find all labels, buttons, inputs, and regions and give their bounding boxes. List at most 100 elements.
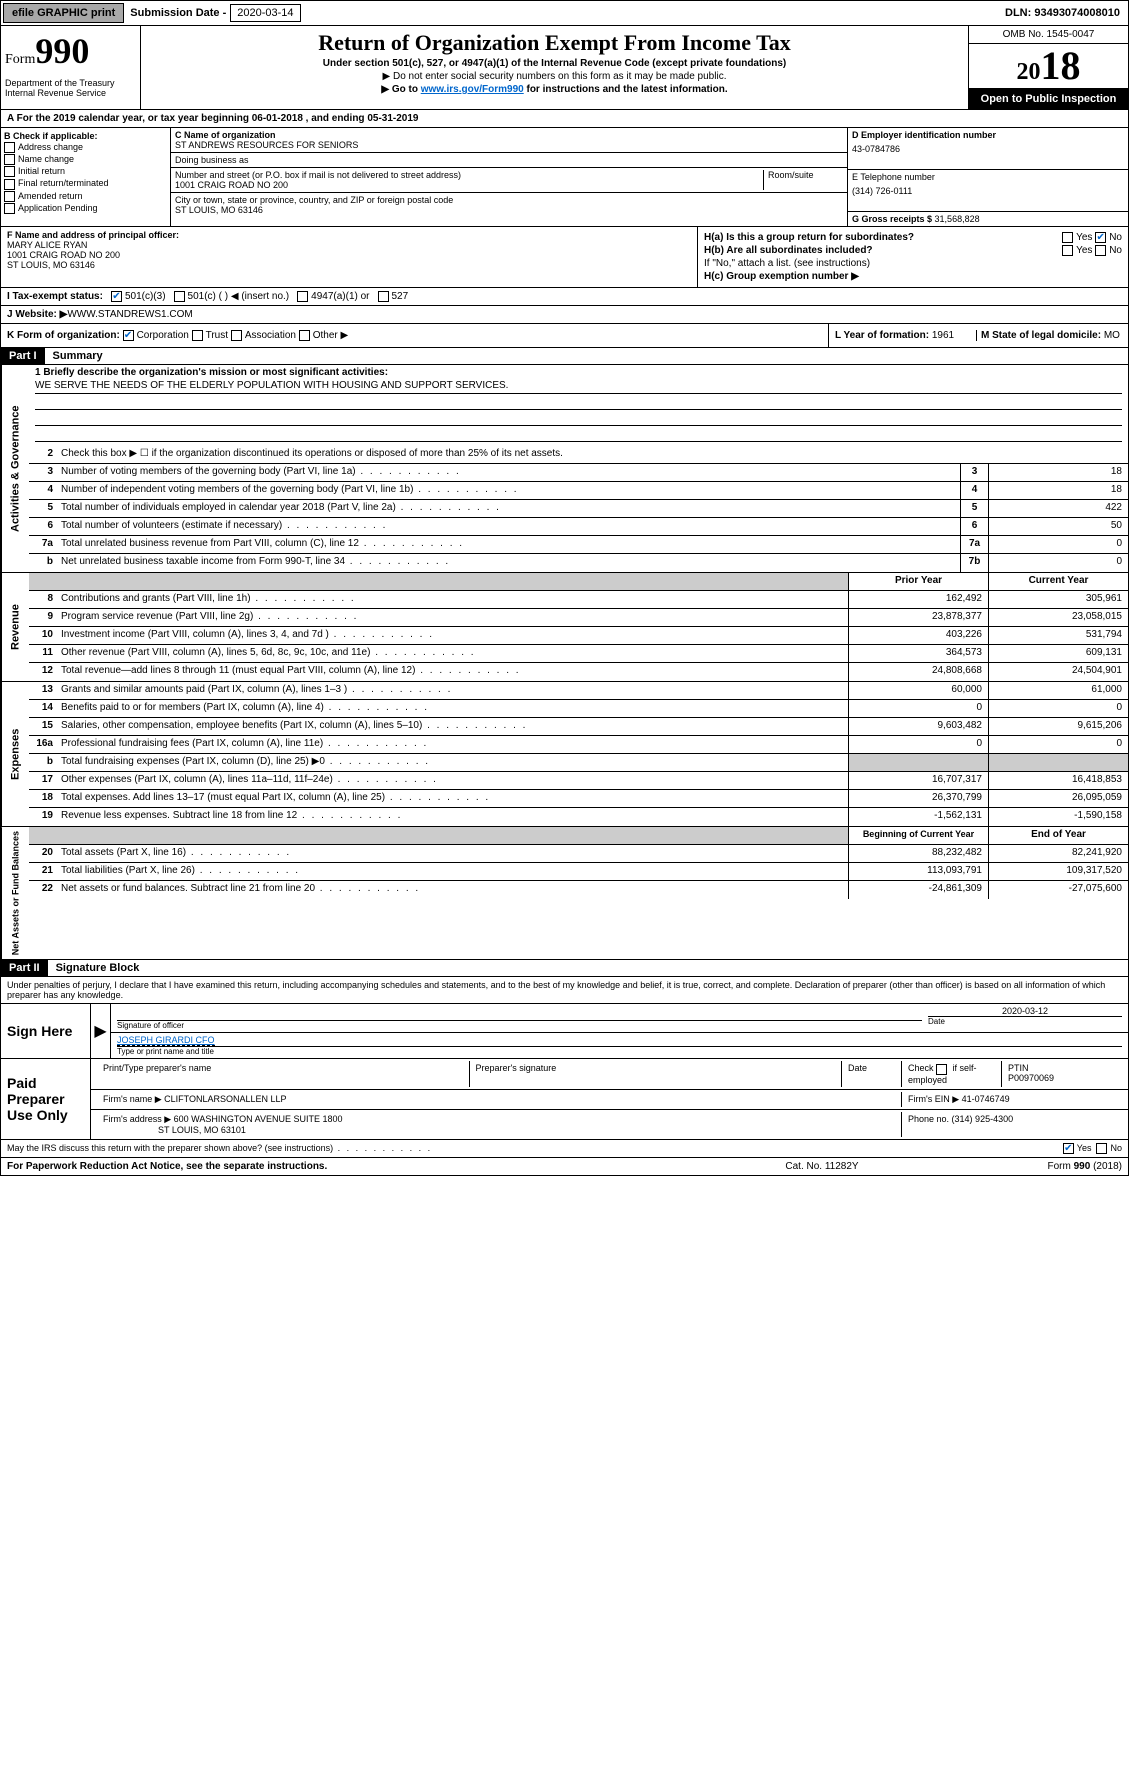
efile-print-button[interactable]: efile GRAPHIC print xyxy=(3,3,124,23)
row-desc: Program service revenue (Part VIII, line… xyxy=(57,609,848,626)
row-value: 18 xyxy=(988,482,1128,499)
row-value: 422 xyxy=(988,500,1128,517)
room-label: Room/suite xyxy=(763,170,843,190)
sig-date: 2020-03-12 xyxy=(928,1006,1122,1016)
row-desc: Net assets or fund balances. Subtract li… xyxy=(57,881,848,899)
form-header: Form990 Department of the Treasury Inter… xyxy=(0,26,1129,110)
row-current: -27,075,600 xyxy=(988,881,1128,899)
cb-527[interactable]: 527 xyxy=(378,291,409,302)
cb-corporation[interactable]: Corporation xyxy=(123,330,189,341)
box-b: B Check if applicable: Address change Na… xyxy=(1,128,171,226)
mission-blank-2 xyxy=(35,412,1122,426)
hdr-curr: Current Year xyxy=(988,573,1128,590)
cb-501c3[interactable]: 501(c)(3) xyxy=(111,291,166,302)
row-current: 305,961 xyxy=(988,591,1128,608)
part2-title: Signature Block xyxy=(48,960,148,976)
firm-phone-label: Phone no. xyxy=(908,1114,952,1124)
org-address: 1001 CRAIG ROAD NO 200 xyxy=(175,180,763,190)
row-box: 4 xyxy=(960,482,988,499)
expenses-block: Expenses 13 Grants and similar amounts p… xyxy=(0,682,1129,827)
instructions-link[interactable]: www.irs.gov/Form990 xyxy=(421,84,524,95)
table-row: 16a Professional fundraising fees (Part … xyxy=(29,736,1128,754)
cb-initial-return[interactable]: Initial return xyxy=(4,166,167,177)
form-number: Form990 xyxy=(5,30,136,72)
dln: DLN: 93493074008010 xyxy=(1005,7,1128,19)
row-desc: Total revenue—add lines 8 through 11 (mu… xyxy=(57,663,848,681)
h-a: H(a) Is this a group return for subordin… xyxy=(704,232,1122,243)
row-current: 0 xyxy=(988,736,1128,753)
cb-other[interactable]: Other ▶ xyxy=(299,330,348,341)
cb-trust[interactable]: Trust xyxy=(192,330,228,341)
row-desc: Total number of volunteers (estimate if … xyxy=(57,518,960,535)
row-j: J Website: ▶ WWW.STANDREWS1.COM xyxy=(0,306,1129,324)
part1-num: Part I xyxy=(1,348,45,364)
officer-addr2: ST LOUIS, MO 63146 xyxy=(7,260,691,270)
phone-label: E Telephone number xyxy=(852,172,1124,182)
table-row: 20 Total assets (Part X, line 16) 88,232… xyxy=(29,845,1128,863)
row-prior: 60,000 xyxy=(848,682,988,699)
cb-501c[interactable]: 501(c) ( ) ◀ (insert no.) xyxy=(174,291,290,302)
row-current: 16,418,853 xyxy=(988,772,1128,789)
row-prior: 0 xyxy=(848,736,988,753)
perjury-text: Under penalties of perjury, I declare th… xyxy=(1,977,1128,1004)
table-row: 19 Revenue less expenses. Subtract line … xyxy=(29,808,1128,826)
header-left: Form990 Department of the Treasury Inter… xyxy=(1,26,141,109)
table-row: 18 Total expenses. Add lines 13–17 (must… xyxy=(29,790,1128,808)
row-current: 609,131 xyxy=(988,645,1128,662)
cb-final-return[interactable]: Final return/terminated xyxy=(4,178,167,189)
row-i: I Tax-exempt status: 501(c)(3) 501(c) ( … xyxy=(0,288,1129,306)
sign-here-row: Sign Here ▶ Signature of officer 2020-03… xyxy=(1,1004,1128,1059)
table-row: 13 Grants and similar amounts paid (Part… xyxy=(29,682,1128,700)
row-desc: Contributions and grants (Part VIII, lin… xyxy=(57,591,848,608)
sidetab-expenses: Expenses xyxy=(1,682,29,826)
table-row: 9 Program service revenue (Part VIII, li… xyxy=(29,609,1128,627)
section-fh: F Name and address of principal officer:… xyxy=(0,227,1129,288)
revenue-block: Revenue Prior YearCurrent Year 8 Contrib… xyxy=(0,573,1129,682)
row-desc: Total number of individuals employed in … xyxy=(57,500,960,517)
officer-addr1: 1001 CRAIG ROAD NO 200 xyxy=(7,250,691,260)
footer-right: Form 990 (2018) xyxy=(922,1161,1122,1172)
cb-4947[interactable]: 4947(a)(1) or xyxy=(297,291,369,302)
discuss-no[interactable]: No xyxy=(1096,1143,1122,1154)
footer-mid: Cat. No. 11282Y xyxy=(722,1161,922,1172)
discuss-yes[interactable]: Yes xyxy=(1063,1143,1092,1154)
table-row: 12 Total revenue—add lines 8 through 11 … xyxy=(29,663,1128,681)
cb-amended-return[interactable]: Amended return xyxy=(4,191,167,202)
hdr-end: End of Year xyxy=(988,827,1128,844)
row-desc: Number of independent voting members of … xyxy=(57,482,960,499)
form-title: Return of Organization Exempt From Incom… xyxy=(149,30,960,56)
row-box: 7a xyxy=(960,536,988,553)
row-k: K Form of organization: Corporation Trus… xyxy=(0,324,1129,348)
prep-sig-hdr: Preparer's signature xyxy=(470,1061,843,1086)
row-prior: 16,707,317 xyxy=(848,772,988,789)
table-row: 8 Contributions and grants (Part VIII, l… xyxy=(29,591,1128,609)
row-desc: Salaries, other compensation, employee b… xyxy=(57,718,848,735)
row-current: 531,794 xyxy=(988,627,1128,644)
officer-label: F Name and address of principal officer: xyxy=(7,230,691,240)
net-assets-block: Net Assets or Fund Balances Beginning of… xyxy=(0,827,1129,960)
row-desc: Benefits paid to or for members (Part IX… xyxy=(57,700,848,717)
row-prior: 26,370,799 xyxy=(848,790,988,807)
arrow-icon: ▶ xyxy=(91,1004,111,1058)
org-city: ST LOUIS, MO 63146 xyxy=(175,205,843,215)
cb-address-change[interactable]: Address change xyxy=(4,142,167,153)
sig-name[interactable]: JOSEPH GIRARDI CFO xyxy=(117,1035,215,1046)
tax-status-label: I Tax-exempt status: xyxy=(7,291,103,302)
row-desc: Professional fundraising fees (Part IX, … xyxy=(57,736,848,753)
officer-name: MARY ALICE RYAN xyxy=(7,240,691,250)
prep-selfemp: Check if self-employed xyxy=(902,1061,1002,1086)
table-row: 10 Investment income (Part VIII, column … xyxy=(29,627,1128,645)
cb-application-pending[interactable]: Application Pending xyxy=(4,203,167,214)
dba-label: Doing business as xyxy=(175,155,843,165)
signature-block: Under penalties of perjury, I declare th… xyxy=(0,977,1129,1157)
cb-association[interactable]: Association xyxy=(231,330,296,341)
row-value: 0 xyxy=(988,554,1128,572)
cb-name-change[interactable]: Name change xyxy=(4,154,167,165)
row-desc: Number of voting members of the governin… xyxy=(57,464,960,481)
table-row: b Net unrelated business taxable income … xyxy=(29,554,1128,572)
footer: For Paperwork Reduction Act Notice, see … xyxy=(0,1158,1129,1176)
row-desc: Total assets (Part X, line 16) xyxy=(57,845,848,862)
firm-name: CLIFTONLARSONALLEN LLP xyxy=(164,1094,286,1104)
mission-answer: WE SERVE THE NEEDS OF THE ELDERLY POPULA… xyxy=(35,380,1122,394)
domicile-label: M State of legal domicile: xyxy=(981,330,1104,341)
